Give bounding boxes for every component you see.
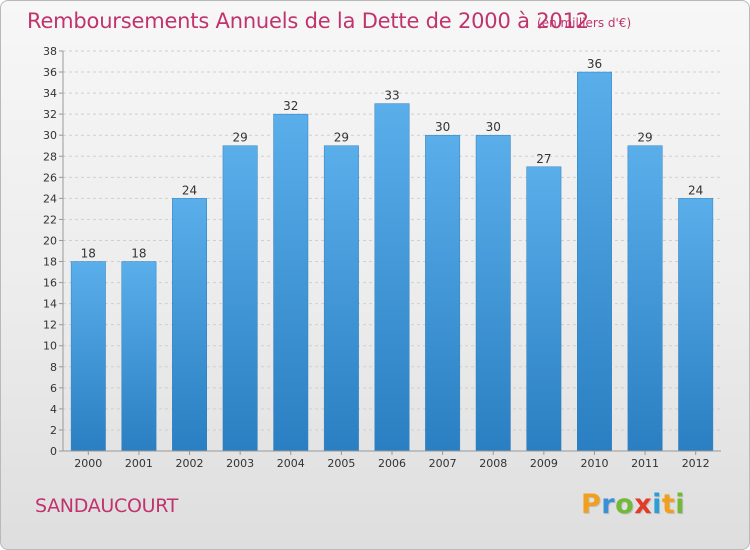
data-label: 18 [81, 247, 96, 261]
data-label: 29 [334, 131, 349, 145]
data-label: 29 [637, 131, 652, 145]
logo-letter: i [652, 489, 662, 520]
x-tick-label: 2004 [277, 457, 305, 470]
y-tick-label: 18 [43, 256, 57, 269]
y-tick-label: 28 [43, 150, 57, 163]
bar [323, 145, 359, 452]
y-tick-label: 36 [43, 66, 57, 79]
x-tick-label: 2010 [580, 457, 608, 470]
y-tick-label: 0 [50, 445, 57, 458]
y-tick-label: 32 [43, 108, 57, 121]
y-tick-label: 24 [43, 192, 57, 205]
y-tick-label: 22 [43, 213, 57, 226]
data-label: 36 [587, 57, 602, 71]
logo-letter: x [634, 489, 653, 520]
bar [70, 261, 106, 452]
bars: 18 18 24 29 32 29 33 30 30 27 36 29 24 [70, 57, 714, 452]
bar [526, 166, 562, 452]
data-label: 24 [182, 183, 197, 197]
chart-subtitle: (en milliers d'€) [537, 16, 632, 30]
data-label: 27 [536, 152, 551, 166]
x-tick-label: 2003 [226, 457, 254, 470]
data-label: 33 [384, 89, 399, 103]
y-tick-label: 20 [43, 234, 57, 247]
y-tick-label: 26 [43, 171, 57, 184]
bar [172, 198, 207, 452]
x-tick-label: 2011 [631, 457, 659, 470]
data-label: 30 [486, 120, 501, 134]
y-tick-label: 34 [43, 87, 57, 100]
y-tick-label: 10 [43, 340, 57, 353]
logo-letter: t [661, 489, 676, 520]
bar [627, 145, 663, 452]
proxiti-logo: Proxiti [581, 489, 685, 520]
data-label: 24 [688, 183, 703, 197]
data-label: 32 [283, 99, 298, 113]
y-tick-label: 6 [50, 382, 57, 395]
x-tick-label: 2002 [176, 457, 204, 470]
y-tick-label: 30 [43, 129, 57, 142]
bar [577, 71, 612, 452]
commune-name: SANDAUCOURT [35, 495, 179, 517]
data-label: 30 [435, 120, 450, 134]
logo-letter: r [601, 489, 616, 520]
data-label: 18 [131, 247, 146, 261]
logo-letter: o [615, 489, 635, 520]
x-tick-label: 2007 [429, 457, 457, 470]
y-tick-label: 14 [43, 298, 57, 311]
x-tick-label: 2005 [327, 457, 355, 470]
x-tick-label: 2001 [125, 457, 153, 470]
x-tick-label: 2012 [682, 457, 710, 470]
y-tick-label: 12 [43, 319, 57, 332]
logo-letter: i [675, 489, 686, 520]
x-tick-label: 2008 [479, 457, 507, 470]
x-tick-label: 2000 [74, 457, 102, 470]
bar [425, 134, 461, 452]
bar [475, 134, 511, 452]
y-tick-label: 38 [43, 45, 57, 58]
y-tick-label: 4 [50, 403, 57, 416]
y-tick-label: 16 [43, 277, 57, 290]
data-label: 29 [233, 131, 248, 145]
y-tick-label: 8 [50, 361, 57, 374]
chart-title: Remboursements Annuels de la Dette de 20… [27, 9, 589, 33]
x-tick-label: 2006 [378, 457, 406, 470]
bar [678, 198, 714, 452]
x-tick-label: 2009 [530, 457, 558, 470]
bar [121, 261, 157, 452]
logo-letter: P [581, 489, 602, 520]
bar [273, 113, 309, 452]
y-tick-label: 2 [50, 424, 57, 437]
bar [222, 145, 258, 452]
bar [374, 103, 410, 452]
